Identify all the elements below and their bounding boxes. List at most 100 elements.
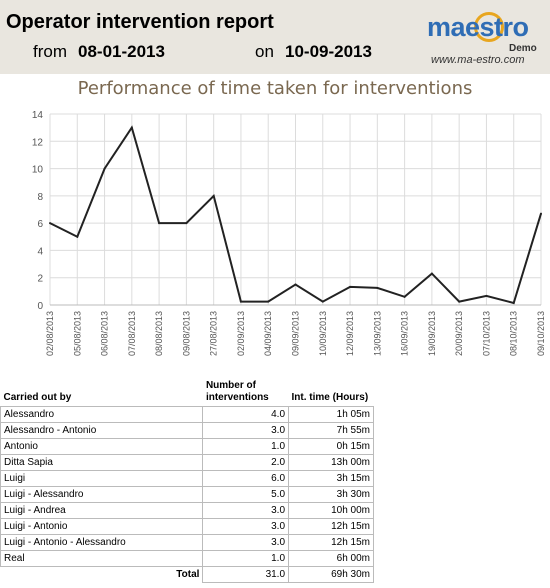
- count-cell: 3.0: [202, 534, 290, 551]
- x-tick-label: 07/08/2013: [127, 311, 137, 356]
- x-tick-label: 08/10/2013: [509, 311, 519, 356]
- data-point: [158, 222, 161, 225]
- operator-cell: Real: [0, 550, 204, 567]
- x-tick-label: 13/09/2013: [372, 311, 382, 356]
- data-point: [430, 272, 433, 275]
- x-tick-label: 02/08/2013: [45, 311, 55, 356]
- table-row: Real 1.0 6h 00m: [0, 550, 374, 567]
- time-cell: 1h 05m: [288, 406, 374, 423]
- time-cell: 12h 15m: [288, 534, 374, 551]
- logo-url: www.ma-estro.com: [431, 54, 525, 66]
- table-row: Luigi - Antonio - Alessandro 3.0 12h 15m: [0, 534, 374, 551]
- data-point: [130, 126, 133, 129]
- data-point: [512, 301, 515, 304]
- operator-cell: Alessandro - Antonio: [0, 422, 204, 439]
- chart-title: Performance of time taken for interventi…: [77, 78, 473, 99]
- time-cell: 10h 00m: [288, 502, 374, 519]
- table-row: Alessandro 4.0 1h 05m: [0, 406, 374, 423]
- count-cell: 4.0: [202, 406, 290, 423]
- count-cell: 1.0: [202, 550, 290, 567]
- data-point: [239, 300, 242, 303]
- count-cell: 2.0: [202, 454, 290, 471]
- time-cell: 12h 15m: [288, 518, 374, 535]
- data-point: [540, 212, 542, 215]
- operator-cell: Luigi - Antonio: [0, 518, 204, 535]
- operator-cell: Luigi: [0, 470, 204, 487]
- y-tick-label: 12: [32, 137, 44, 148]
- table-row: Alessandro - Antonio 3.0 7h 55m: [0, 422, 374, 439]
- operator-cell: Ditta Sapia: [0, 454, 204, 471]
- time-cell: 3h 30m: [288, 486, 374, 503]
- table-header-row: Carried out by Number of interventions I…: [1, 378, 374, 407]
- count-cell: 3.0: [202, 422, 290, 439]
- col-carried-out-by: Carried out by: [3, 392, 72, 403]
- report-title: Operator intervention report: [6, 11, 274, 33]
- data-point: [321, 300, 324, 303]
- data-point: [294, 283, 297, 286]
- data-point: [185, 222, 188, 225]
- count-cell: 3.0: [202, 502, 290, 519]
- table-total-row: Total 31.0 69h 30m: [1, 566, 374, 583]
- line-chart: 0 2 4 6 8 10 12 14 02/08/2013 05/08/2013 06/08/201…: [32, 110, 546, 356]
- data-point: [458, 300, 461, 303]
- operator-cell: Luigi - Antonio - Alessandro: [0, 534, 204, 551]
- maestro-logo: maestro Demo www.ma-estro.com: [427, 12, 547, 68]
- x-tick-label: 20/09/2013: [454, 311, 464, 356]
- report-header: Operator intervention report from 08-01-…: [0, 0, 550, 74]
- col-int-time: Int. time (Hours): [291, 392, 369, 403]
- data-point: [376, 286, 379, 289]
- x-tick-label: 16/09/2013: [400, 311, 410, 356]
- on-date: 10-09-2013: [285, 42, 372, 61]
- x-tick-label: 02/09/2013: [236, 311, 246, 356]
- table-row: Luigi 6.0 3h 15m: [0, 470, 374, 487]
- interventions-table: Carried out by Number of interventions I…: [0, 378, 374, 583]
- time-cell: 7h 55m: [288, 422, 374, 439]
- total-time: 69h 30m: [288, 566, 374, 583]
- table-row: Luigi - Andrea 3.0 10h 00m: [0, 502, 374, 519]
- data-point: [267, 300, 270, 303]
- operator-cell: Luigi - Alessandro: [0, 486, 204, 503]
- data-point: [485, 294, 488, 297]
- x-tick-label: 07/10/2013: [481, 311, 491, 356]
- col-number-interventions: Number of interventions: [205, 380, 269, 403]
- y-tick-label: 14: [32, 110, 44, 121]
- total-label: Total: [176, 569, 200, 581]
- x-tick-label: 27/08/2013: [209, 311, 219, 356]
- data-point: [76, 235, 79, 238]
- total-count: 31.0: [202, 566, 290, 583]
- logo-brand: maestro: [427, 12, 529, 42]
- x-tick-label: 04/09/2013: [263, 311, 273, 356]
- y-tick-label: 4: [37, 246, 43, 257]
- y-tick-label: 10: [32, 165, 44, 176]
- x-tick-label: 06/08/2013: [100, 311, 110, 356]
- data-point: [103, 167, 106, 170]
- data-point: [212, 194, 215, 197]
- x-tick-label: 08/08/2013: [154, 311, 164, 356]
- time-cell: 13h 00m: [288, 454, 374, 471]
- data-point: [349, 285, 352, 288]
- table-row: Luigi - Alessandro 5.0 3h 30m: [0, 486, 374, 503]
- time-cell: 0h 15m: [288, 438, 374, 455]
- x-tick-label: 09/09/2013: [291, 311, 301, 356]
- from-label: from: [33, 42, 67, 61]
- x-tick-label: 09/08/2013: [181, 311, 191, 356]
- count-cell: 1.0: [202, 438, 290, 455]
- x-tick-label: 12/09/2013: [345, 311, 355, 356]
- x-tick-label: 09/10/2013: [536, 311, 546, 356]
- operator-cell: Alessandro: [0, 406, 204, 423]
- data-point: [403, 295, 406, 298]
- count-cell: 3.0: [202, 518, 290, 535]
- logo-circle-icon: [474, 12, 504, 42]
- table-row: Luigi - Antonio 3.0 12h 15m: [0, 518, 374, 535]
- y-tick-label: 8: [37, 192, 43, 203]
- time-cell: 3h 15m: [288, 470, 374, 487]
- operator-cell: Luigi - Andrea: [0, 502, 204, 519]
- x-tick-label: 19/09/2013: [427, 311, 437, 356]
- count-cell: 6.0: [202, 470, 290, 487]
- time-cell: 6h 00m: [288, 550, 374, 567]
- y-tick-label: 6: [37, 219, 43, 230]
- on-label: on: [255, 42, 274, 61]
- x-tick-label: 10/09/2013: [318, 311, 328, 356]
- x-tick-label: 05/08/2013: [72, 311, 82, 356]
- y-tick-label: 2: [37, 274, 43, 285]
